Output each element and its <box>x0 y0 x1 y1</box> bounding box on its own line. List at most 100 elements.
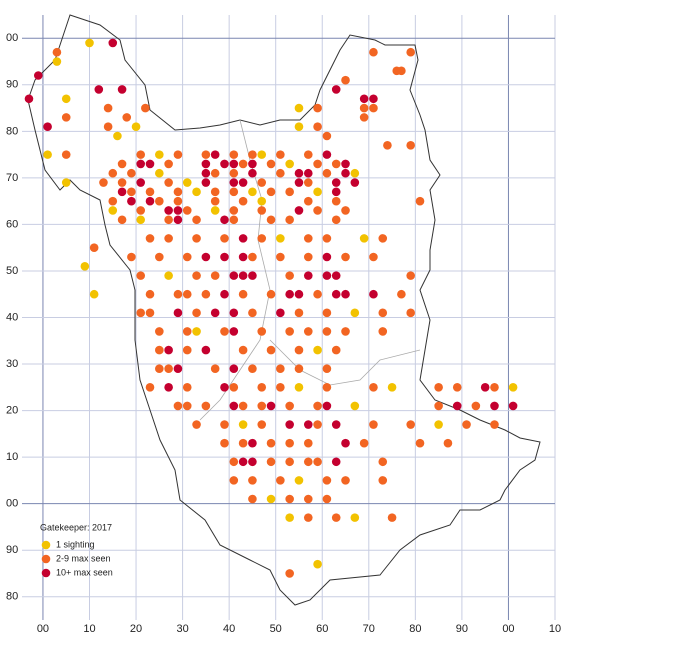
legend-swatch <box>41 540 51 550</box>
sighting-dot <box>145 383 155 392</box>
sighting-dot <box>220 383 229 392</box>
sighting-dot <box>266 289 276 299</box>
sighting-dot <box>331 513 341 522</box>
sighting-dot <box>173 196 183 206</box>
sighting-dot <box>471 401 481 411</box>
sighting-dot <box>406 308 415 318</box>
sighting-dot <box>248 308 257 318</box>
sighting-dot <box>173 308 183 318</box>
sighting-dot <box>173 150 183 159</box>
sighting-dot <box>341 252 350 262</box>
sighting-dot <box>248 150 257 159</box>
sighting-dot <box>238 401 248 411</box>
x-tick-label: 40 <box>223 623 235 635</box>
sighting-dot <box>331 420 341 429</box>
sighting-dot <box>303 168 313 178</box>
sighting-dot <box>378 327 388 336</box>
sighting-dot <box>85 38 94 48</box>
sighting-dot <box>155 345 164 355</box>
y-tick-label: 90 <box>6 79 18 91</box>
sighting-dot <box>406 141 415 150</box>
sighting-dot <box>276 252 285 262</box>
sighting-dot <box>303 513 313 522</box>
y-tick-label: 50 <box>6 265 18 277</box>
sighting-dot <box>276 168 285 178</box>
sighting-dot <box>43 150 52 159</box>
sighting-dot <box>127 252 136 262</box>
sighting-dot <box>331 215 341 225</box>
sighting-dot <box>238 289 248 299</box>
sighting-dot <box>173 364 183 373</box>
sighting-dot <box>331 85 341 94</box>
sighting-dot <box>164 345 173 355</box>
sighting-dot <box>369 383 378 392</box>
sighting-dot <box>266 401 276 411</box>
sighting-dot <box>89 289 99 299</box>
sighting-dot <box>61 94 71 104</box>
sighting-dot <box>257 401 267 411</box>
sighting-dot <box>303 150 313 159</box>
sighting-dot <box>127 168 136 178</box>
sighting-dot <box>303 494 313 504</box>
sighting-dot <box>285 215 294 225</box>
sighting-dot <box>350 513 360 522</box>
sighting-dot <box>155 196 164 206</box>
sighting-dot <box>341 159 350 169</box>
sighting-dot <box>313 559 322 569</box>
sighting-dot <box>201 178 211 187</box>
sighting-dot <box>285 457 294 467</box>
sighting-dot <box>480 383 490 392</box>
sighting-dot <box>229 206 239 215</box>
sighting-dot <box>164 271 173 280</box>
sighting-dot <box>266 438 276 448</box>
sighting-dot <box>220 289 229 299</box>
sighting-dot <box>322 252 332 262</box>
sighting-dot <box>331 178 341 187</box>
sighting-dot <box>220 215 229 225</box>
sighting-dot <box>462 420 471 429</box>
sighting-dot <box>434 420 443 429</box>
x-tick-label: 10 <box>549 623 561 635</box>
sighting-dot <box>103 122 113 131</box>
sighting-dot <box>369 94 378 104</box>
sighting-dot <box>341 168 350 178</box>
sighting-dot <box>359 94 369 104</box>
sighting-dot <box>294 178 304 187</box>
sighting-dot <box>248 364 257 373</box>
sighting-dot <box>238 178 248 187</box>
sighting-dot <box>369 103 378 113</box>
sighting-dot <box>220 327 229 336</box>
legend-label: 10+ max seen <box>56 567 113 577</box>
sighting-dot <box>285 159 294 169</box>
district-boundary <box>269 339 421 386</box>
sighting-dot <box>331 271 341 280</box>
x-tick-label: 50 <box>270 623 282 635</box>
sighting-dot <box>378 308 388 318</box>
sighting-dot <box>210 271 220 280</box>
sighting-dot <box>294 103 304 113</box>
sighting-dot <box>229 150 239 159</box>
sighting-dot <box>145 289 155 299</box>
sighting-dot <box>434 401 443 411</box>
sighting-dot <box>173 289 183 299</box>
sighting-dot <box>350 308 360 318</box>
sighting-dot <box>192 234 201 243</box>
sighting-dot <box>285 494 294 504</box>
sighting-dot <box>285 438 294 448</box>
sighting-dot <box>201 401 211 411</box>
sighting-dot <box>406 47 415 57</box>
sighting-dot <box>192 308 201 318</box>
sighting-dot <box>164 178 173 187</box>
sighting-dot <box>229 168 239 178</box>
sighting-dot <box>248 476 257 485</box>
sighting-dot <box>276 476 285 485</box>
x-tick-label: 60 <box>316 623 328 635</box>
sighting-dot <box>117 159 127 169</box>
sighting-dot <box>229 215 239 225</box>
sighting-dot <box>238 196 248 206</box>
sighting-dot <box>220 438 229 448</box>
x-tick-label: 00 <box>37 623 49 635</box>
y-tick-label: 00 <box>6 498 18 510</box>
sighting-dot <box>99 178 108 187</box>
sighting-dot <box>136 150 146 159</box>
